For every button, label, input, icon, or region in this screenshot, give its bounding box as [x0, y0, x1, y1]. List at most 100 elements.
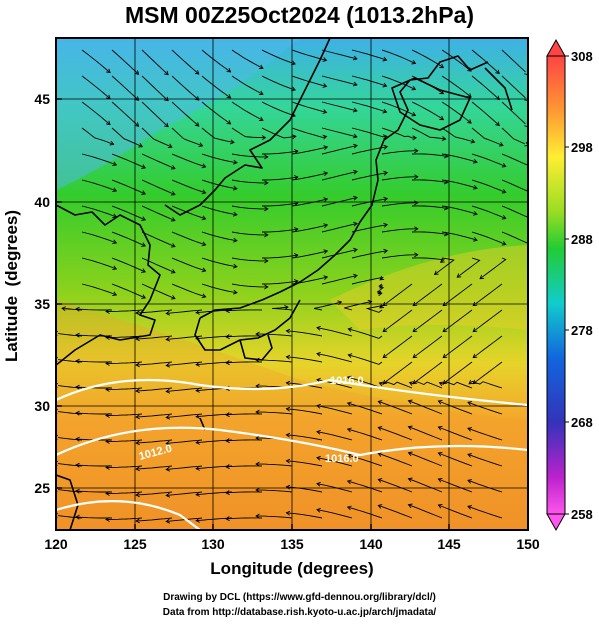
streamline-arrowhead [316, 481, 321, 487]
streamline-arrowhead [61, 306, 66, 312]
axis-ticks [55, 98, 529, 530]
streamline [111, 231, 146, 247]
streamline-arrowhead [439, 89, 445, 95]
streamline [347, 480, 383, 493]
streamline-arrowhead [377, 504, 383, 509]
streamline [291, 276, 328, 285]
streamline-arrowhead [226, 94, 232, 99]
streamline-arrowhead [322, 83, 328, 88]
streamline-arrowhead [531, 75, 535, 79]
streamline-arrowhead [258, 64, 264, 70]
streamline [171, 127, 203, 147]
streamline-arrowhead [472, 353, 478, 359]
streamline-arrowhead [75, 332, 80, 338]
streamline-arrowhead [379, 304, 384, 309]
streamline-arrowhead [135, 518, 140, 524]
streamline-arrowhead [201, 293, 207, 299]
streamline-arrowhead [412, 327, 418, 333]
streamline [291, 198, 328, 207]
colorbar-tick-label: 308 [571, 49, 593, 64]
streamline [411, 179, 448, 183]
streamline-arrowhead [141, 268, 146, 273]
streamline [471, 75, 500, 100]
streamline [136, 517, 173, 522]
streamline-arrowhead [105, 387, 110, 392]
streamline-arrowhead [532, 204, 536, 208]
streamline-arrowhead [407, 477, 413, 483]
streamline [441, 127, 475, 143]
streamline [501, 205, 528, 218]
streamline [58, 489, 83, 493]
streamline [81, 179, 117, 192]
streamline [201, 49, 231, 73]
streamline [286, 486, 323, 493]
streamline [441, 153, 478, 163]
streamline [256, 333, 293, 337]
streamline-arrowhead [467, 453, 472, 458]
streamline-arrowhead [135, 336, 140, 342]
streamline [471, 49, 500, 74]
streamline-arrowhead [472, 327, 478, 333]
streamline [381, 228, 418, 233]
streamline-arrowhead [531, 101, 535, 105]
streamline [166, 491, 203, 496]
drawing-credit: Drawing by DCL (https://www.gfd-dennou.o… [163, 592, 436, 603]
streamline [111, 75, 139, 101]
data-source-credit: Data from http://database.rish.kyoto-u.a… [162, 607, 437, 618]
streamline-arrowhead [75, 514, 80, 520]
streamline-arrowhead [323, 145, 329, 151]
streamline-arrowhead [472, 301, 478, 307]
streamline-arrowhead [322, 134, 328, 140]
streamline [231, 127, 266, 139]
streamline-arrowhead [532, 178, 536, 182]
streamline-arrowhead [170, 243, 176, 248]
streamline-arrowhead [382, 134, 388, 140]
streamline-arrowhead [412, 301, 418, 307]
streamline [382, 335, 413, 358]
streamline [231, 257, 268, 262]
y-tick-label: 45 [34, 91, 50, 107]
streamline [58, 411, 83, 415]
streamline-arrowhead [201, 267, 207, 273]
streamline-arrowhead [261, 135, 267, 141]
streamline [286, 434, 323, 441]
streamline-arrowhead [501, 189, 507, 194]
streamline-arrowhead [383, 170, 389, 176]
streamline [171, 283, 206, 298]
streamline-arrowhead [472, 184, 478, 190]
streamline-arrowhead [135, 466, 140, 472]
streamline [313, 301, 342, 311]
streamline [351, 250, 388, 259]
streamline [141, 101, 169, 128]
x-tick-label: 120 [44, 536, 68, 552]
streamline [111, 257, 146, 273]
streamline [136, 413, 173, 418]
streamline-arrowhead [255, 383, 260, 389]
streamline-arrowhead [529, 361, 533, 365]
streamline [81, 127, 114, 145]
streamline [321, 170, 358, 181]
colorbar-tick-label: 298 [571, 140, 593, 155]
streamline-arrowhead [105, 335, 110, 340]
streamline-arrowhead [532, 230, 536, 234]
streamline [381, 176, 418, 181]
streamline [412, 309, 443, 332]
streamline [141, 49, 169, 76]
streamline [467, 479, 503, 493]
streamline-arrowhead [456, 273, 462, 278]
streamline [438, 426, 473, 441]
streamline [467, 505, 503, 519]
streamline-arrowhead [414, 174, 419, 180]
streamline [479, 257, 507, 280]
streamline-arrowhead [467, 93, 472, 98]
streamline [201, 127, 235, 143]
streamline-arrowhead [195, 361, 200, 367]
streamline [378, 400, 413, 415]
streamline [378, 504, 413, 519]
streamline [471, 153, 506, 167]
streamline [501, 179, 528, 192]
streamline [442, 361, 473, 384]
streamline [201, 153, 237, 164]
streamline-arrowhead [226, 68, 232, 73]
streamline-arrowhead [170, 217, 176, 222]
